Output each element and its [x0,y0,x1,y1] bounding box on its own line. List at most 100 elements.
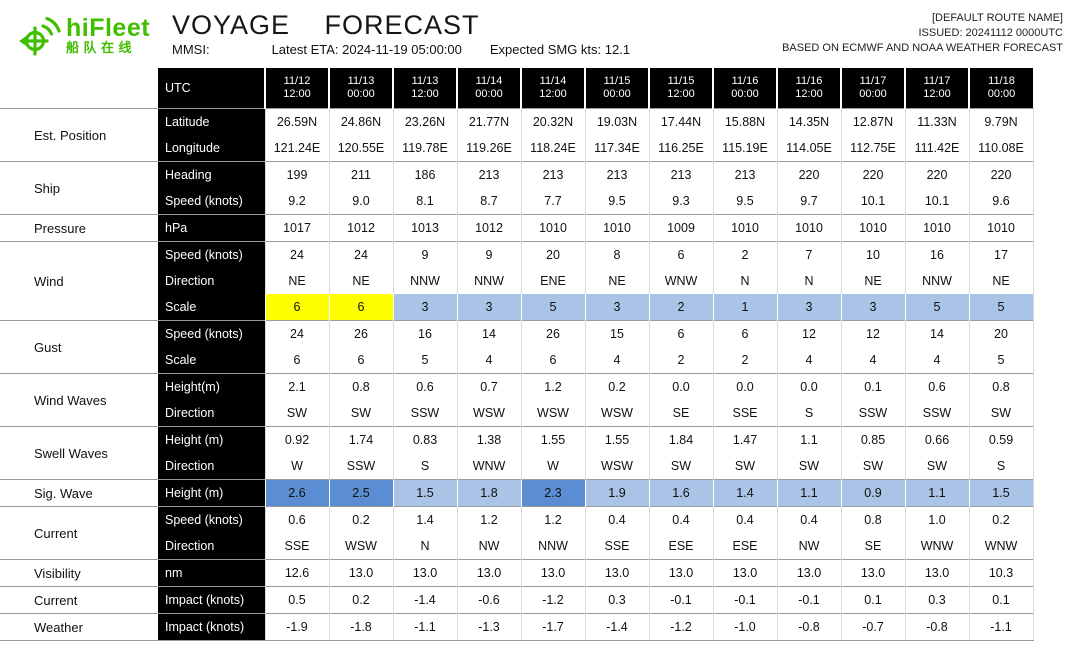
data-cell: 1.1 [776,426,841,453]
data-cell: 17.44N [648,108,713,135]
table-row: Speed (knots) 9.2 9.0 8.1 8.7 7.7 9.5 9.3 9.5 9.7… [0,188,1034,215]
data-cell: 0.8 [328,373,393,400]
data-cell: 15 [584,320,649,347]
data-cell: SE [648,400,713,427]
data-cell: N [776,268,841,294]
data-cell: 1.2 [456,506,521,533]
data-cell: 17 [968,241,1034,268]
data-cell: 6 [648,320,713,347]
data-cell: 0.1 [840,586,905,614]
table-row: Sig. Wave Height (m) 2.6 2.5 1.5 1.8 2.3 1.9 1.6… [0,479,1034,507]
data-cell: 1.47 [712,426,777,453]
data-cell: 24 [328,241,393,268]
data-cell: 0.3 [584,586,649,614]
data-cell: 9.5 [584,188,649,215]
data-cell: 10.1 [904,188,969,215]
data-cell: 21.77N [456,108,521,135]
data-cell: 0.2 [328,586,393,614]
row-label: Direction [158,453,265,480]
data-cell: SSE [712,400,777,427]
group-label: Gust [0,320,158,374]
data-cell: -1.7 [520,613,585,641]
table-header-row: UTC 11/12 12:00 11/13 00:00 11/13 12:00 11/14 00… [0,68,1033,109]
brand-name: hiFleet [66,14,151,42]
data-cell: 3 [840,294,905,321]
data-cell: 11.33N [904,108,969,135]
issued-text: ISSUED: 20241112 0000UTC [918,27,1063,39]
data-cell: WSW [456,400,521,427]
row-label: Direction [158,268,265,294]
table-row: Weather Impact (knots) -1.9 -1.8 -1.1 -1.3 -1.… [0,613,1034,641]
table-row: Current Speed (knots) 0.6 0.2 1.4 1.2 1.2 0.4 0.… [0,506,1034,560]
table-row: Visibility nm 12.6 13.0 13.0 13.0 13.0 13.0 13.0… [0,559,1034,587]
data-cell: 119.26E [456,135,521,162]
row-label: Scale [158,294,265,321]
data-cell: 16 [904,241,969,268]
data-cell: 1.5 [392,479,457,507]
datetime-header-cell: 11/18 00:00 [968,68,1033,109]
data-cell: 5 [968,294,1034,321]
row-label: Longitude [158,135,265,162]
data-cell: 117.34E [584,135,649,162]
data-cell: -1.9 [264,613,329,641]
datetime-header-cell: 11/15 12:00 [648,68,713,109]
data-cell: 2.1 [264,373,329,400]
data-cell: 199 [264,161,329,188]
data-cell: 13.0 [648,559,713,587]
data-cell: 4 [776,347,841,374]
data-cell: SW [904,453,969,480]
data-cell: 220 [776,161,841,188]
row-label: Impact (knots) [158,613,265,641]
data-cell: 24.86N [328,108,393,135]
data-cell: -1.2 [520,586,585,614]
data-cell: SSW [392,400,457,427]
data-cell: 8.7 [456,188,521,215]
data-cell: NNW [904,268,969,294]
data-cell: -1.4 [584,613,649,641]
data-cell: 9.3 [648,188,713,215]
data-cell: 2 [712,347,777,374]
data-cell: 0.2 [584,373,649,400]
data-cell: SW [968,400,1034,427]
data-cell: 20.32N [520,108,585,135]
data-cell: -0.7 [840,613,905,641]
group-label: Swell Waves [0,426,158,480]
table-row: Direction SSE WSW N NW NNW SSE ESE ESE NW SE WNW WNW [0,533,1034,560]
datetime-header-cell: 11/13 00:00 [328,68,393,109]
datetime-header-cell: 11/14 12:00 [520,68,585,109]
table-row: Direction W SSW S WNW W WSW SW SW SW SW SW S [0,453,1034,480]
data-cell: 1010 [904,214,969,242]
data-cell: W [520,453,585,480]
group-label: Sig. Wave [0,479,158,507]
data-cell: 14 [904,320,969,347]
data-cell: WSW [584,400,649,427]
row-label: Speed (knots) [158,506,265,533]
data-cell: NNW [520,533,585,560]
datetime-header-cell: 11/13 12:00 [392,68,457,109]
data-cell: 13.0 [392,559,457,587]
data-cell: 13.0 [584,559,649,587]
data-cell: -1.3 [456,613,521,641]
data-cell: 9.79N [968,108,1034,135]
data-cell: 14 [456,320,521,347]
data-cell: SW [264,400,329,427]
table-row: Est. Position Latitude 26.59N 24.86N 23.26N 2… [0,108,1034,162]
data-cell: 20 [520,241,585,268]
group-label: Current [0,506,158,560]
data-cell: 1.5 [968,479,1034,507]
data-cell: 1012 [328,214,393,242]
data-cell: 1.8 [456,479,521,507]
group-label: Est. Position [0,108,158,162]
data-cell: 9 [456,241,521,268]
hifleet-logo: hiFleet 船队在线 [16,12,150,60]
data-cell: 1017 [264,214,329,242]
data-cell: 0.9 [840,479,905,507]
data-cell: SSW [904,400,969,427]
data-cell: 1013 [392,214,457,242]
data-cell: -1.0 [712,613,777,641]
data-cell: 2 [648,347,713,374]
data-cell: 9.6 [968,188,1034,215]
data-cell: 0.4 [584,506,649,533]
datetime-header-cell: 11/16 00:00 [712,68,777,109]
data-cell: 13.0 [520,559,585,587]
